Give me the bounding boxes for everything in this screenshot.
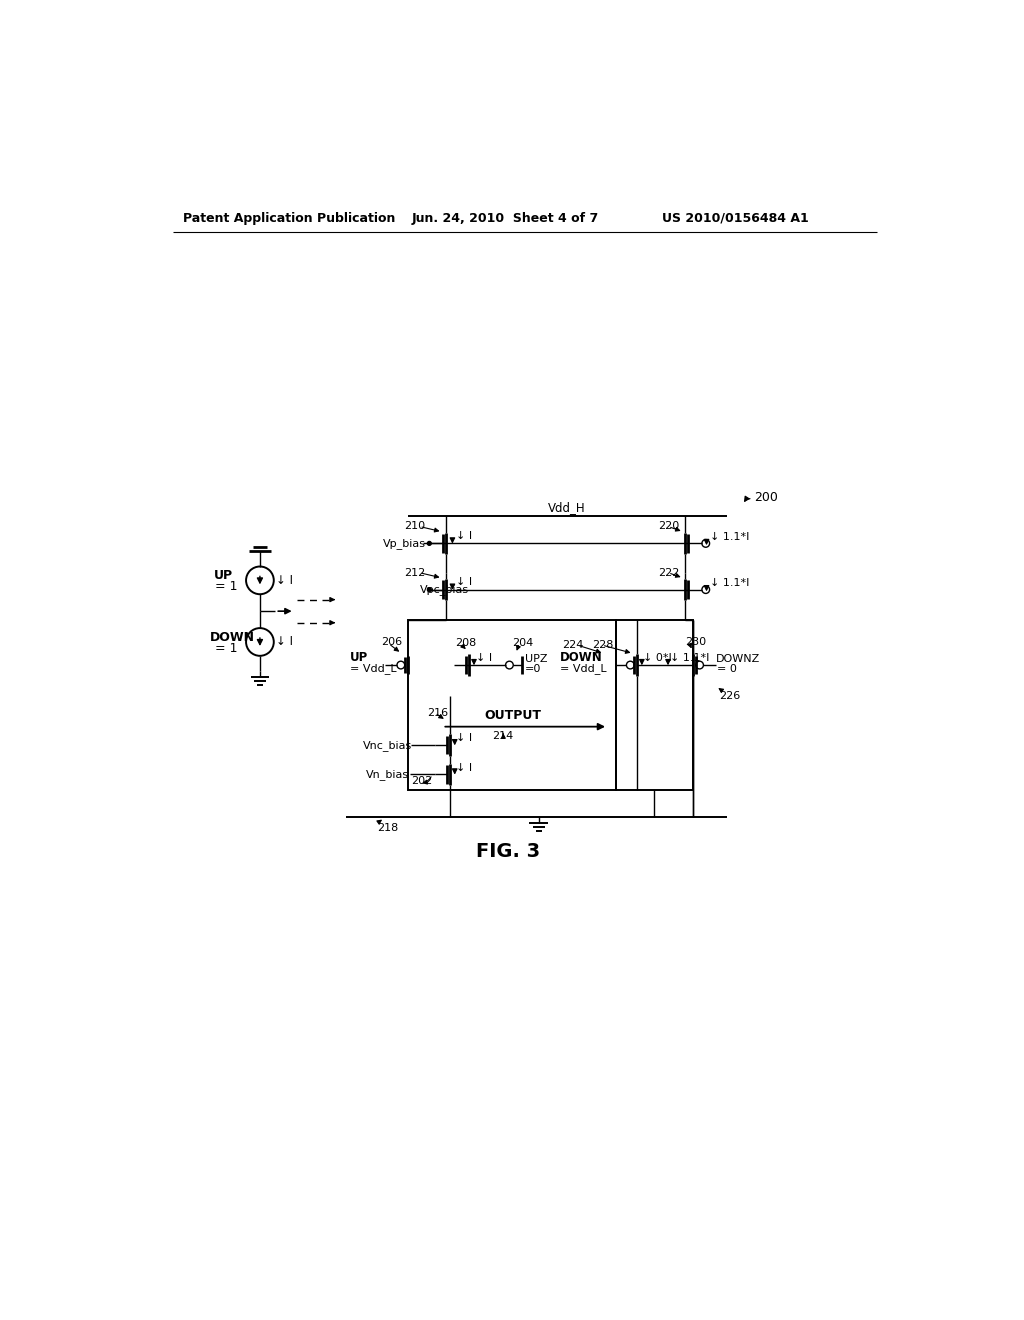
Text: = Vdd_L: = Vdd_L xyxy=(560,663,607,673)
Text: ↓ I: ↓ I xyxy=(456,531,472,541)
Text: Patent Application Publication: Patent Application Publication xyxy=(183,213,395,224)
Text: OUTPUT: OUTPUT xyxy=(484,709,542,722)
Text: 202: 202 xyxy=(412,776,433,785)
Text: ↓ 1.1*I: ↓ 1.1*I xyxy=(710,532,749,543)
Text: 218: 218 xyxy=(377,822,398,833)
Bar xyxy=(615,620,692,789)
Circle shape xyxy=(427,587,431,591)
Text: ↓ I: ↓ I xyxy=(475,653,492,663)
Text: 216: 216 xyxy=(427,708,449,718)
Text: 230: 230 xyxy=(685,638,707,647)
Text: 224: 224 xyxy=(562,640,583,649)
Text: 226: 226 xyxy=(720,690,740,701)
Text: ↓ 1.1*I: ↓ 1.1*I xyxy=(670,653,709,663)
Text: UPZ: UPZ xyxy=(524,653,547,664)
Text: DOWNZ: DOWNZ xyxy=(716,653,760,664)
Text: 214: 214 xyxy=(493,731,514,741)
Text: ↓ I: ↓ I xyxy=(456,577,472,587)
Bar xyxy=(408,620,615,789)
Text: ↓ I: ↓ I xyxy=(276,574,293,587)
Text: FIG. 3: FIG. 3 xyxy=(476,842,540,861)
Text: DOWN: DOWN xyxy=(210,631,255,644)
Text: UP: UP xyxy=(214,569,232,582)
Text: ↓ I: ↓ I xyxy=(276,635,293,648)
Text: US 2010/0156484 A1: US 2010/0156484 A1 xyxy=(662,213,809,224)
Text: 206: 206 xyxy=(381,638,402,647)
Text: 200: 200 xyxy=(755,491,778,504)
Text: Vnc_bias: Vnc_bias xyxy=(364,739,413,751)
Text: = Vdd_L: = Vdd_L xyxy=(350,663,396,673)
Text: Vdd_H: Vdd_H xyxy=(548,500,586,513)
Text: 204: 204 xyxy=(512,639,532,648)
Text: Vn_bias: Vn_bias xyxy=(366,770,409,780)
Text: UP: UP xyxy=(350,651,369,664)
Text: 208: 208 xyxy=(456,639,477,648)
Text: ↓ I: ↓ I xyxy=(457,733,472,743)
Text: 220: 220 xyxy=(658,521,679,532)
Text: Vpc_bias: Vpc_bias xyxy=(420,585,469,595)
Text: = 0: = 0 xyxy=(717,664,737,675)
Text: ↓ 0*I: ↓ 0*I xyxy=(643,653,672,663)
Text: = 1: = 1 xyxy=(215,642,238,655)
Text: DOWN: DOWN xyxy=(560,651,603,664)
Text: 210: 210 xyxy=(403,521,425,532)
Text: ↓ I: ↓ I xyxy=(457,763,472,772)
Circle shape xyxy=(427,541,431,545)
Text: Jun. 24, 2010  Sheet 4 of 7: Jun. 24, 2010 Sheet 4 of 7 xyxy=(412,213,599,224)
Text: Vp_bias: Vp_bias xyxy=(383,539,426,549)
Text: 222: 222 xyxy=(658,568,679,578)
Text: 228: 228 xyxy=(593,640,614,649)
Text: = 1: = 1 xyxy=(215,579,238,593)
Text: 212: 212 xyxy=(403,568,425,578)
Text: =0: =0 xyxy=(524,664,541,675)
Text: ↓ 1.1*I: ↓ 1.1*I xyxy=(710,578,749,589)
